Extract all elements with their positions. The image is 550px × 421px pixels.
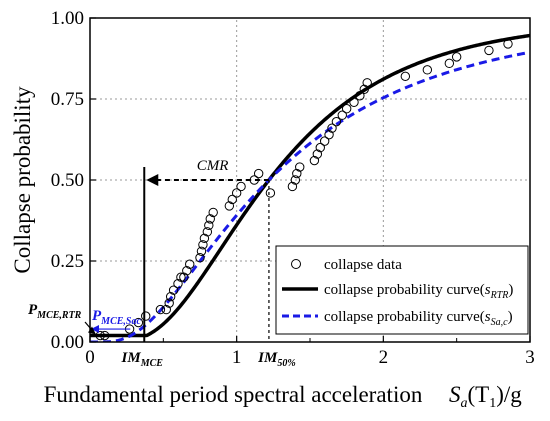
data-point [208,207,218,218]
data-point [176,272,186,282]
im-50-label: IM50% [257,350,296,369]
im-50-label-sub: 50% [277,358,295,369]
legend-label-sac: collapse probability curve(sSa,c) [324,309,513,328]
data-point [319,136,330,146]
legend-sac-suffix: ) [508,309,513,325]
data-point [337,110,347,120]
y-axis-label: Collapse probability [10,86,35,274]
im-mce-label: IMMCE [121,350,164,369]
data-point [355,91,365,101]
data-point [141,311,151,321]
legend-sac-s: s [485,309,491,325]
data-point [205,214,215,224]
p-sac-label: PMCE,Sac [92,308,141,327]
data-point [265,188,276,198]
x-tick-label: 1 [232,347,242,368]
p-rtr-label-sub: MCE,RTR [36,310,82,321]
data-point [331,116,342,127]
data-point [95,330,105,341]
data-point [484,45,494,56]
data-point [400,71,411,82]
data-point [444,58,455,69]
p-sac-label-sub: MCE,Sac [100,316,141,327]
x-axis-label: Fundamental period spectral acceleration [44,382,423,407]
plot-frame [89,17,531,343]
cmr-arrow-head [146,174,159,186]
p-rtr-label: PMCE,RTR [28,302,82,321]
data-point [204,220,214,231]
data-point [349,97,359,107]
x-ticks: 0 1 2 3 [85,336,535,368]
data-point [182,266,192,276]
data-point [290,175,301,185]
im-mce-label-sub: MCE [140,358,164,369]
data-point [236,181,246,192]
y-ticks: 0.00 0.25 0.50 0.75 1.00 [51,8,96,353]
data-point [161,304,171,315]
data-point [99,330,110,341]
legend-sac-sub: Sa,c [491,317,509,328]
data-point [503,39,513,49]
data-point [173,278,183,289]
data-point [309,155,320,166]
legend: collapse data collapse probability curve… [275,245,529,335]
legend-rtr-prefix: collapse probability curve( [324,282,485,298]
y-tick-label: 0.25 [51,251,84,272]
data-point [327,123,337,133]
im-50-label-main: IM [257,350,278,366]
p-sac-arrow-head [91,325,99,334]
data-point [185,259,195,269]
data-point [292,168,302,179]
legend-rtr-s: s [485,282,491,298]
legend-label-collapse-data: collapse data [324,257,402,273]
x-tick-label: 2 [379,347,389,368]
x-tick-label: 0 [85,347,95,368]
data-point [253,168,264,179]
x-axis-symbol: Sa(T1)/g [449,382,522,411]
data-point [287,181,298,192]
data-point [451,52,462,62]
im-mce-label-main: IM [121,350,142,366]
data-point [164,298,174,308]
legend-label-rtr: collapse probability curve(sRTR) [324,282,513,301]
data-point [199,233,210,244]
p-sac-label-main: P [92,308,102,324]
p-rtr-label-main: P [28,302,38,318]
y-tick-label: 0.50 [51,170,84,191]
x-tick-label: 3 [525,347,535,368]
data-point [224,201,235,211]
data-point [165,291,176,302]
data-point [315,142,325,153]
legend-marker-collapse-data [291,259,301,269]
data-point [168,285,179,295]
data-point [341,104,352,114]
y-tick-label: 1.00 [51,8,84,29]
data-point [196,246,207,256]
data-point [179,272,189,282]
y-tick-label: 0.75 [51,89,84,110]
legend-rtr-sub: RTR [490,290,509,301]
data-point [202,227,213,237]
data-point [133,317,144,328]
curve-sac [90,50,530,342]
data-point [359,84,369,94]
data-point [155,304,166,315]
data-point [195,253,205,263]
data-point [231,188,242,198]
data-point [422,65,433,75]
data-point [324,129,334,140]
curves [90,33,530,342]
curve-rtr [90,33,530,338]
cmr-label: CMR [197,158,229,174]
data-point [198,240,208,250]
data-point [312,149,323,159]
legend-sac-prefix: collapse probability curve( [324,309,485,325]
legend-rtr-suffix: ) [508,282,513,298]
y-tick-label: 0.00 [51,332,84,353]
data-point [362,78,372,88]
data-point [295,162,305,172]
data-point [227,194,237,205]
